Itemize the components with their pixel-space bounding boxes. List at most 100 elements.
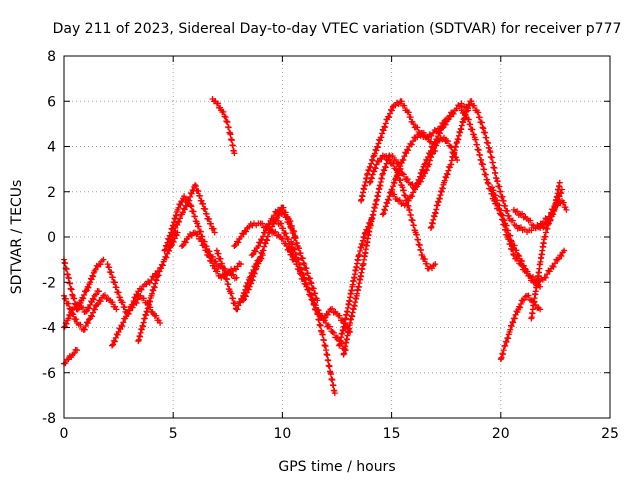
data-point	[484, 179, 491, 186]
data-point	[510, 319, 517, 326]
data-point	[63, 320, 70, 327]
data-point	[421, 161, 428, 168]
chart-title: Day 211 of 2023, Sidereal Day-to-day VTE…	[53, 21, 622, 37]
data-point	[198, 238, 205, 245]
data-point	[190, 208, 197, 215]
data-point	[499, 351, 506, 358]
data-point	[410, 138, 417, 145]
data-point	[418, 170, 425, 177]
y-tick-label: 4	[47, 140, 56, 156]
data-point	[248, 276, 255, 283]
data-point	[503, 222, 510, 229]
data-point	[320, 315, 327, 322]
data-point	[505, 227, 512, 234]
data-point	[331, 390, 338, 397]
series-track-ad	[510, 179, 563, 232]
data-point	[370, 153, 377, 160]
data-point	[149, 290, 156, 297]
data-point	[252, 266, 259, 273]
data-point	[364, 170, 371, 177]
data-point	[304, 281, 311, 288]
data-point	[476, 114, 483, 121]
data-point	[120, 319, 127, 326]
data-point	[514, 309, 521, 316]
data-point	[443, 170, 450, 177]
data-point	[192, 183, 199, 190]
data-point	[152, 276, 159, 283]
data-point	[95, 288, 102, 295]
data-point	[217, 255, 224, 262]
data-point	[237, 261, 244, 268]
data-point	[100, 256, 107, 263]
data-point	[77, 300, 84, 307]
data-point	[168, 235, 175, 242]
data-point	[293, 240, 300, 247]
data-point	[91, 306, 98, 313]
data-point	[490, 187, 497, 194]
data-point	[420, 129, 427, 136]
series-track-j	[178, 229, 244, 281]
data-point	[65, 300, 72, 307]
data-point	[390, 160, 397, 167]
data-point	[542, 274, 549, 281]
data-point	[104, 261, 111, 268]
data-point	[307, 279, 314, 286]
data-point	[112, 303, 119, 310]
data-point	[454, 157, 461, 164]
data-point	[306, 287, 313, 294]
data-point	[178, 243, 185, 250]
data-point	[453, 105, 460, 112]
data-point	[390, 183, 397, 190]
data-point	[380, 210, 387, 217]
data-point	[220, 108, 227, 115]
y-tick-label: -2	[42, 275, 56, 291]
data-point	[501, 217, 508, 224]
data-point	[382, 163, 389, 170]
x-tick-label: 10	[273, 426, 291, 442]
data-point	[257, 253, 264, 260]
data-point	[159, 261, 166, 268]
data-point	[90, 296, 97, 303]
data-point	[283, 214, 290, 221]
data-point	[152, 280, 159, 287]
data-point	[307, 292, 314, 299]
data-point	[195, 223, 202, 230]
data-point	[423, 260, 430, 267]
data-point	[256, 256, 263, 263]
data-point	[140, 295, 147, 302]
data-point	[161, 247, 168, 254]
data-point	[416, 173, 423, 180]
data-point	[366, 179, 373, 186]
data-point	[85, 320, 92, 327]
data-point	[206, 253, 213, 260]
data-point	[383, 153, 390, 160]
series-track-f	[109, 267, 161, 349]
data-point	[446, 112, 453, 119]
data-point	[405, 109, 412, 116]
data-point	[194, 220, 201, 227]
data-point	[109, 342, 116, 349]
data-point	[391, 191, 398, 198]
data-point	[256, 257, 263, 264]
data-point	[378, 134, 385, 141]
y-tick-label: -4	[42, 321, 56, 337]
data-point	[228, 290, 235, 297]
data-point	[304, 270, 311, 277]
data-point	[507, 326, 514, 333]
data-point	[176, 218, 183, 225]
data-point	[68, 306, 75, 313]
data-point	[194, 231, 201, 238]
data-point	[259, 250, 266, 257]
data-point	[421, 256, 428, 263]
data-point	[111, 338, 118, 345]
data-point	[101, 292, 108, 299]
data-point	[188, 190, 195, 197]
series-track-i	[165, 181, 218, 250]
x-axis-label: GPS time / hours	[278, 459, 395, 475]
series-track-v	[366, 152, 439, 272]
data-point	[109, 274, 116, 281]
data-point	[200, 200, 207, 207]
data-point	[310, 285, 317, 292]
data-point	[445, 167, 452, 174]
